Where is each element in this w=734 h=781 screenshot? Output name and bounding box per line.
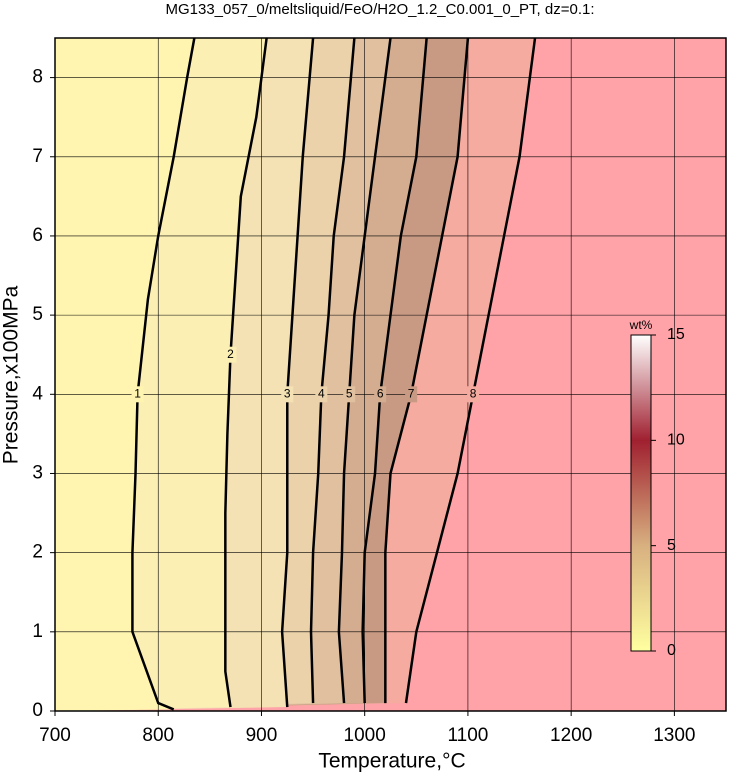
x-tick-label: 900: [246, 725, 278, 746]
x-tick-label: 1000: [344, 725, 386, 746]
x-tick-label: 1300: [653, 725, 695, 746]
y-tick-label: 1: [32, 621, 43, 642]
colorbar-label: wt%: [629, 318, 653, 332]
y-tick-label: 7: [32, 146, 43, 167]
contour-line: [224, 37, 268, 708]
contour-label: 3: [284, 386, 291, 400]
colorbar: [630, 334, 652, 652]
contour-label-bg: [374, 386, 387, 403]
contour-label-bg: [405, 386, 418, 403]
y-tick-label: 8: [32, 67, 43, 88]
contour-label-bg: [131, 386, 144, 403]
x-tick-label: 800: [142, 725, 174, 746]
x-tick-label: 1100: [447, 725, 488, 746]
y-axis-label: Pressure,x100MPa: [0, 285, 23, 464]
colorbar-tick-label: 15: [667, 326, 685, 343]
contour-label-bg: [467, 386, 480, 403]
x-axis-label: Temperature,°C: [318, 750, 465, 773]
y-tick-label: 4: [32, 383, 43, 404]
contour-label: 8: [470, 386, 477, 400]
y-tick-label: 6: [32, 225, 43, 246]
plot-frame: [54, 37, 727, 712]
x-tick-label: 700: [39, 725, 71, 746]
y-tick-label: 0: [32, 700, 43, 721]
contour-label-bg: [281, 386, 294, 403]
contour-fill: [55, 38, 195, 711]
x-tick-label: 1200: [550, 725, 592, 746]
contour-label: 7: [408, 386, 415, 400]
contour-label: 6: [377, 386, 384, 400]
contour-label: 2: [227, 347, 234, 361]
contour-label: 4: [318, 386, 325, 400]
colorbar-tick-label: 5: [667, 537, 676, 554]
contour-label-bg: [343, 386, 356, 403]
colorbar-tick-label: 0: [667, 642, 676, 659]
colorbar-tick-label: 10: [667, 432, 685, 449]
contour-label: 1: [134, 386, 141, 400]
chart-title: MG133_057_0/meltsliquid/FeO/H2O_1.2_C0.0…: [165, 1, 594, 18]
contour-label: 5: [346, 386, 353, 400]
y-tick-label: 3: [32, 462, 43, 483]
contour-label-bg: [224, 346, 237, 363]
contour-label-bg: [315, 386, 328, 403]
y-tick-label: 5: [32, 304, 43, 325]
y-tick-label: 2: [32, 542, 43, 563]
